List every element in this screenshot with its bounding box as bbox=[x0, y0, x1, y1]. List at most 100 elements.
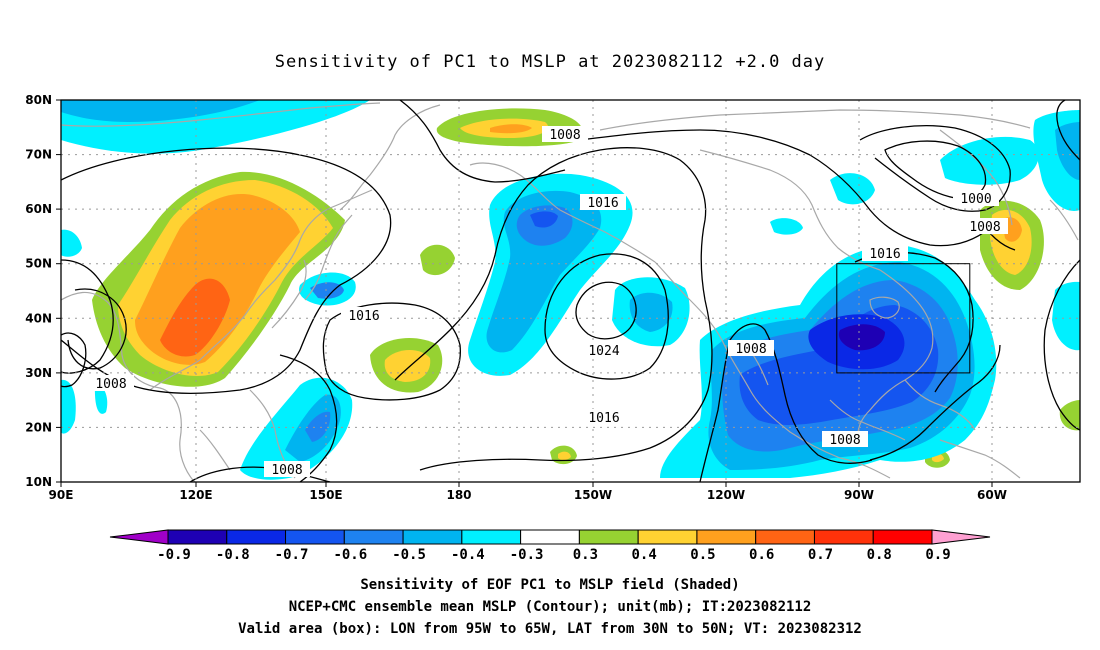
coast-korea bbox=[271, 259, 307, 329]
contour-label: 1008 bbox=[549, 128, 580, 143]
lat-label: 70N bbox=[25, 148, 52, 162]
valid-area-box bbox=[836, 263, 971, 374]
contour-label: 1024 bbox=[588, 344, 619, 359]
colorbar-segment bbox=[696, 529, 757, 545]
figure-title: Sensitivity of PC1 to MSLP at 2023082112… bbox=[275, 52, 826, 72]
contour-arctic-1008 bbox=[399, 100, 566, 183]
lon-label: 150W bbox=[574, 488, 612, 502]
colorbar-tick-label: 0.5 bbox=[690, 547, 715, 563]
coast-caribbean bbox=[939, 439, 1021, 479]
shade-positive-patch-1 bbox=[420, 244, 455, 276]
coast-gulf-mexico bbox=[829, 399, 906, 441]
shade-positive-arctic-core bbox=[490, 124, 532, 134]
contour-east-edge-2 bbox=[1043, 259, 1080, 431]
contour-label: 1008 bbox=[271, 463, 302, 478]
coast-japan bbox=[304, 214, 353, 301]
colorbar-segment bbox=[343, 529, 404, 545]
colorbar-tick-label: -0.7 bbox=[275, 547, 309, 563]
shade-negative-namerica-max bbox=[838, 324, 885, 351]
colorbar-tick-label: -0.8 bbox=[216, 547, 250, 563]
contour-label: 1008 bbox=[735, 342, 766, 357]
shade-negative-westedge-3 bbox=[94, 384, 108, 414]
lon-label: 150E bbox=[309, 488, 342, 502]
coast-east-edge bbox=[1049, 199, 1079, 241]
colorbar-segment bbox=[285, 529, 345, 545]
map-frame bbox=[60, 99, 1081, 483]
colorbar-segment bbox=[226, 529, 287, 545]
colorbar-tick-label: -0.6 bbox=[333, 547, 367, 563]
colorbar-tick-label: -0.9 bbox=[157, 547, 191, 563]
colorbar-tick-label: 0.6 bbox=[749, 547, 774, 563]
map-content: 1008 1016 1016 1016 1024 1016 1008 1008 … bbox=[61, 100, 1080, 482]
colorbar-tick-label: -0.5 bbox=[392, 547, 426, 563]
map-panel: 1008 1016 1016 1016 1024 1016 1008 1008 … bbox=[25, 93, 1081, 502]
colorbar-min-triangle bbox=[109, 529, 169, 545]
lat-label: 20N bbox=[25, 420, 52, 434]
coast-hudson bbox=[699, 149, 881, 271]
contour-asia-inner bbox=[67, 288, 127, 370]
lat-label: 60N bbox=[25, 202, 52, 216]
shade-negative-canada-2 bbox=[770, 218, 803, 235]
contour-npac-high-outer bbox=[544, 253, 669, 380]
sensitivity-shading bbox=[61, 100, 1080, 480]
contour-asia-low bbox=[61, 147, 392, 394]
coast-siberia bbox=[61, 102, 381, 127]
caption-line-2: NCEP+CMC ensemble mean MSLP (Contour); u… bbox=[289, 599, 812, 615]
shade-positive-patch-2-core bbox=[558, 451, 571, 461]
coast-east-namerica bbox=[857, 269, 934, 446]
colorbar-tick-label: -0.3 bbox=[510, 547, 544, 563]
colorbar: -0.9 -0.8 -0.7 -0.6 -0.5 -0.4 -0.3 0.3 0.4 0.5 0.6… bbox=[109, 529, 991, 563]
colorbar-tick-label: 0.4 bbox=[632, 547, 657, 563]
shade-negative-epac-core bbox=[629, 292, 673, 332]
caption-line-3: Valid area (box): LON from 95W to 65W, L… bbox=[238, 621, 862, 637]
lon-label: 180 bbox=[446, 488, 471, 502]
axis-ticks bbox=[56, 99, 993, 487]
colorbar-segment bbox=[578, 529, 639, 545]
contour-cpac-1016 bbox=[322, 302, 461, 401]
colorbar-tick-label: 0.8 bbox=[867, 547, 892, 563]
shade-positive-patch-3 bbox=[1059, 400, 1080, 431]
longitude-labels: 90E 120E 150E 180 150W 120W 90W 60W bbox=[49, 488, 1007, 502]
contour-greenland-low-1008 bbox=[859, 125, 1011, 212]
coastlines bbox=[61, 102, 1079, 482]
shade-negative-japan-core bbox=[310, 282, 344, 299]
colorbar-tick-label: -0.4 bbox=[451, 547, 485, 563]
shade-negative-arctic-west-core bbox=[61, 100, 260, 122]
coast-china bbox=[149, 189, 373, 391]
colorbar-max-triangle bbox=[931, 529, 991, 545]
coast-south-asia bbox=[61, 291, 196, 482]
contour-label: 1016 bbox=[348, 309, 379, 324]
lon-label: 60W bbox=[977, 488, 1007, 502]
coast-great-lakes bbox=[869, 296, 900, 319]
lat-label: 50N bbox=[25, 257, 52, 271]
shade-negative-gulf-alaska-peak bbox=[530, 211, 558, 228]
lon-label: 120W bbox=[707, 488, 745, 502]
coast-florida bbox=[904, 379, 976, 431]
lat-lon-grid bbox=[61, 100, 1080, 482]
contour-asia-1008 bbox=[61, 259, 114, 374]
contour-east-edge-1 bbox=[1056, 100, 1080, 161]
shade-negative-wpac-core bbox=[305, 411, 331, 442]
contour-label: 1016 bbox=[869, 247, 900, 262]
shade-negative-atlantic-east bbox=[1052, 281, 1080, 351]
shade-negative-westedge-2 bbox=[61, 379, 76, 434]
lat-label: 40N bbox=[25, 311, 52, 325]
colorbar-segment bbox=[402, 529, 463, 545]
coast-west-namerica bbox=[654, 261, 891, 479]
contour-label: 1000 bbox=[960, 192, 991, 207]
latitude-labels: 80N 70N 60N 50N 40N 30N 20N 10N bbox=[25, 93, 52, 489]
contour-na-east bbox=[869, 344, 1001, 461]
contour-wpac bbox=[279, 354, 338, 482]
contour-label: 1016 bbox=[587, 196, 618, 211]
contour-na-1008 bbox=[699, 323, 873, 482]
coast-greenland bbox=[939, 129, 1013, 226]
contour-npac-high-1024 bbox=[575, 281, 637, 340]
colorbar-segment bbox=[167, 529, 228, 545]
colorbar-segment bbox=[520, 529, 580, 545]
contour-west-edge bbox=[61, 332, 87, 388]
colorbar-segment bbox=[637, 529, 698, 545]
coast-alaska bbox=[469, 162, 656, 263]
shade-negative-westedge bbox=[61, 229, 82, 257]
lat-label: 80N bbox=[25, 93, 52, 107]
